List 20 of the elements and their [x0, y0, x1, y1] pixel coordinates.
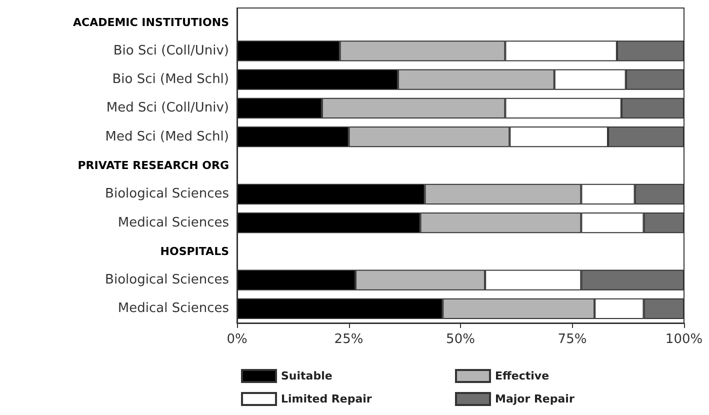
x-tick-label: 100% [665, 332, 703, 347]
legend-label: Limited Repair [281, 392, 372, 406]
x-tick-label: 75% [558, 332, 587, 347]
y-tick-label: Bio Sci (Coll/Univ) [113, 43, 229, 58]
legend-label: Suitable [281, 370, 332, 382]
y-tick-label: Medical Sciences [118, 215, 230, 230]
y-tick-label: Biological Sciences [105, 272, 230, 288]
y-tick-label: PRIVATE RESEARCH ORG [78, 159, 229, 172]
y-tick-label: HOSPITALS [160, 244, 230, 258]
x-tick-label: 50% [446, 332, 475, 347]
y-tick-label: Med Sci (Coll/Univ) [106, 100, 229, 116]
y-tick-label: Bio Sci (Med Schl) [112, 72, 229, 88]
y-tick-label: Biological Sciences [105, 186, 230, 202]
legend-label: Major Repair [495, 392, 575, 406]
x-tick-label: 0% [226, 332, 248, 347]
y-tick-label: Med Sci (Med Schl) [105, 129, 229, 144]
legend-label: Effective [495, 370, 550, 382]
y-tick-label: ACADEMIC INSTITUTIONS [72, 16, 230, 29]
x-tick-label: 25% [334, 332, 364, 347]
y-tick-label: Medical Sciences [118, 301, 230, 316]
